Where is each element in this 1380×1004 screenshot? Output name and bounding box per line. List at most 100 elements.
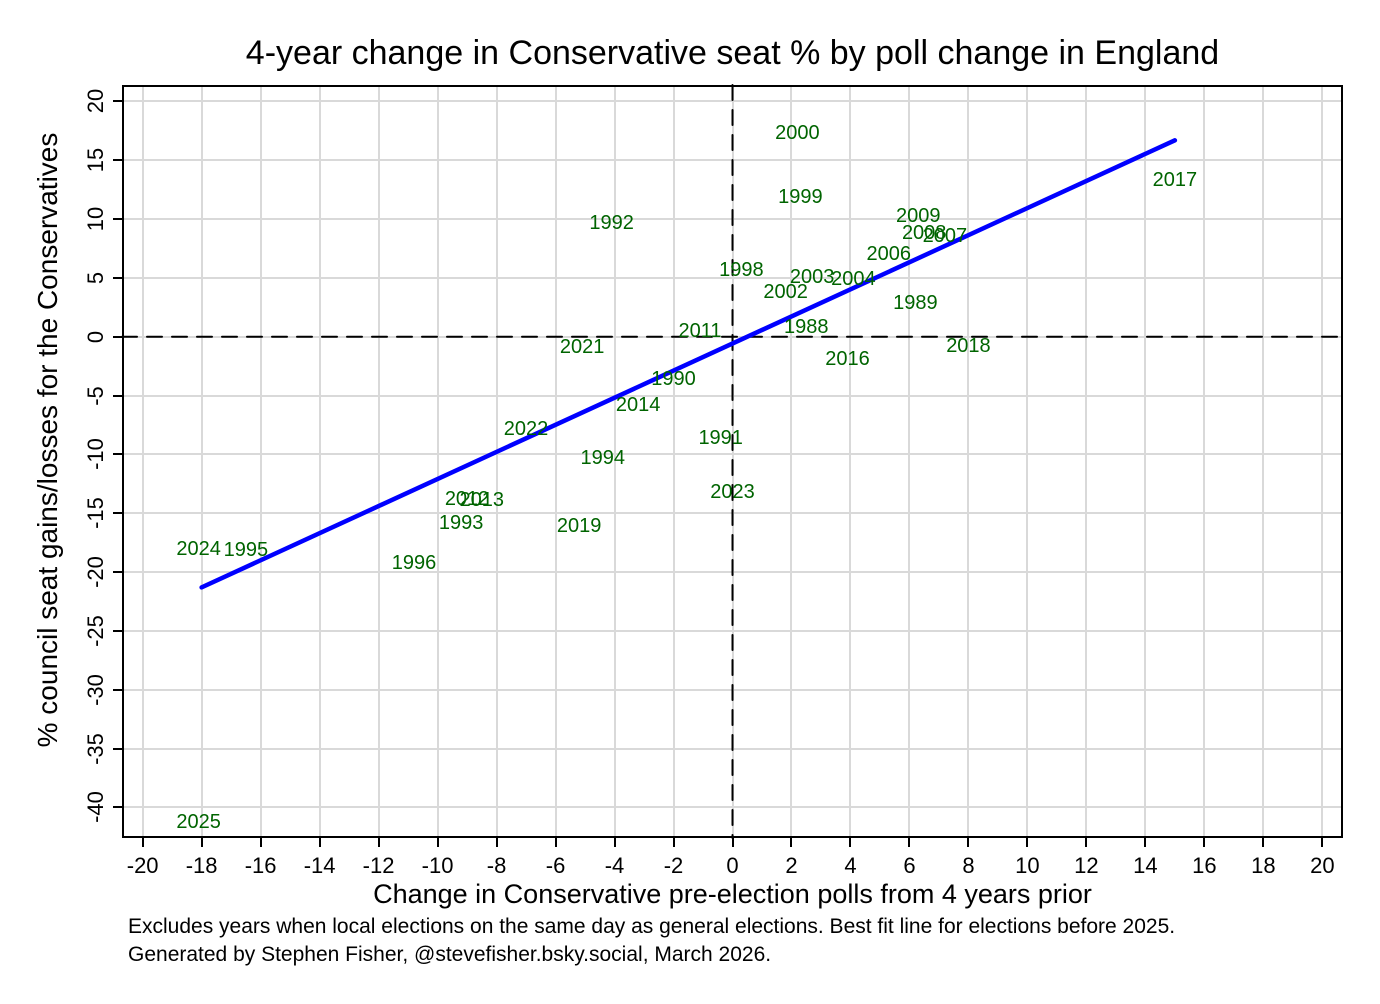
x-axis-tick: [849, 838, 852, 847]
data-point-label-2006: 2006: [866, 243, 912, 266]
y-axis-tick-label: -15: [83, 497, 108, 530]
x-axis-tick-label: 8: [962, 853, 975, 878]
x-axis-tick: [1203, 838, 1206, 847]
fit-line-layer: [121, 84, 1344, 839]
x-axis-tick: [495, 838, 498, 847]
data-point-label-2011: 2011: [678, 319, 722, 342]
vertical-gridline: [967, 85, 970, 838]
x-axis-tick-label: 12: [1074, 853, 1099, 878]
x-axis-tick-label: -8: [486, 853, 507, 878]
vertical-gridline: [1203, 85, 1206, 838]
data-point-label-1990: 1990: [651, 368, 696, 391]
x-axis-tick: [1321, 838, 1324, 847]
y-axis-tick: [113, 218, 122, 221]
data-point-label-2021: 2021: [559, 336, 605, 359]
vertical-gridline: [554, 85, 557, 838]
vertical-gridline: [259, 85, 262, 838]
y-axis-title: % council seat gains/losses for the Cons…: [32, 132, 63, 748]
y-axis-tick: [113, 512, 122, 515]
data-point-label-2013: 2013: [459, 489, 505, 512]
vertical-gridline: [141, 85, 144, 838]
x-axis-tick: [377, 838, 380, 847]
x-axis-tick: [613, 838, 616, 847]
x-axis-tick-label: 10: [1015, 853, 1040, 878]
data-point-label-1996: 1996: [391, 551, 437, 574]
y-axis-tick: [113, 394, 122, 397]
horizontal-gridline: [122, 806, 1343, 809]
data-point-label-1988: 1988: [783, 316, 829, 339]
data-point-label-2000: 2000: [775, 122, 820, 145]
data-point-label-2025: 2025: [176, 810, 221, 833]
x-axis-tick: [436, 838, 439, 847]
x-axis-title: Change in Conservative pre-election poll…: [373, 879, 1092, 909]
y-axis-tick: [113, 453, 122, 456]
y-axis-tick-label: -20: [83, 556, 108, 588]
x-axis-tick-label: -16: [244, 853, 277, 878]
footnote-line-2: Generated by Stephen Fisher, @stevefishe…: [128, 943, 772, 966]
y-axis-tick-label: -25: [83, 615, 108, 647]
y-axis-tick-label: -5: [83, 385, 108, 406]
y-axis-tick-label: 10: [83, 206, 108, 232]
x-axis-tick-label: -14: [303, 853, 336, 878]
x-axis-tick-label: -12: [362, 853, 395, 878]
vertical-gridline: [908, 85, 911, 838]
vertical-gridline: [436, 85, 439, 838]
x-axis-tick: [731, 838, 734, 847]
x-axis-tick: [672, 838, 675, 847]
x-axis-tick-label: 20: [1310, 853, 1335, 878]
vertical-gridline: [1321, 85, 1324, 838]
horizontal-gridline: [122, 453, 1343, 456]
vertical-gridline: [377, 85, 380, 838]
x-axis-tick-label: 6: [903, 853, 916, 878]
vertical-gridline: [1262, 85, 1265, 838]
data-point-label-2016: 2016: [825, 348, 870, 371]
data-point-label-2018: 2018: [946, 335, 991, 358]
data-point-label-2007: 2007: [922, 224, 968, 247]
data-point-label-2024: 2024: [176, 537, 221, 560]
y-axis-tick-label: -30: [83, 673, 108, 706]
vertical-gridline: [200, 85, 203, 838]
data-point-label-1991: 1991: [698, 426, 743, 449]
x-axis-tick-label: 2: [785, 853, 798, 878]
x-axis-tick: [908, 838, 911, 847]
vertical-gridline: [1085, 85, 1088, 838]
x-axis-tick: [1144, 838, 1147, 847]
y-axis-tick-label: 5: [83, 271, 108, 285]
data-point-label-1999: 1999: [778, 185, 823, 208]
data-point-label-1994: 1994: [580, 446, 625, 469]
x-axis-tick: [554, 838, 557, 847]
best-fit-line: [199, 138, 1178, 590]
y-axis-tick: [113, 335, 122, 338]
data-point-label-2009: 2009: [896, 204, 941, 227]
data-point-label-2023: 2023: [710, 481, 755, 504]
vertical-gridline: [495, 85, 498, 838]
data-point-label-2019: 2019: [556, 515, 602, 538]
data-point-label-2022: 2022: [503, 417, 549, 440]
y-axis-tick: [113, 100, 122, 103]
data-point-label-1989: 1989: [893, 291, 938, 314]
x-axis-tick-label: -10: [421, 853, 454, 878]
horizontal-gridline: [122, 276, 1343, 279]
x-axis-tick-label: 14: [1133, 853, 1158, 878]
data-point-label-2008: 2008: [901, 222, 947, 245]
x-axis-tick: [318, 838, 321, 847]
data-point-label-2002: 2002: [763, 281, 808, 304]
x-axis-tick: [967, 838, 970, 847]
vertical-gridline: [1144, 85, 1147, 838]
vertical-gridline: [613, 85, 616, 838]
chart-title: 4-year change in Conservative seat % by …: [245, 34, 1220, 72]
data-point-label-2012: 2012: [444, 488, 490, 511]
x-axis-tick-label: -2: [663, 853, 684, 878]
y-axis-tick-label: -40: [83, 791, 108, 824]
x-axis-tick-label: -6: [545, 853, 566, 878]
y-axis-tick-label: -35: [83, 732, 108, 765]
horizontal-gridline: [122, 100, 1343, 103]
data-point-label-1998: 1998: [719, 258, 764, 281]
data-point-label-2003: 2003: [789, 265, 835, 288]
y-axis-tick: [113, 688, 122, 691]
data-point-label-1995: 1995: [223, 538, 269, 561]
x-axis-tick-label: 18: [1251, 853, 1276, 878]
horizontal-gridline: [122, 629, 1343, 632]
x-axis-tick: [1026, 838, 1029, 847]
